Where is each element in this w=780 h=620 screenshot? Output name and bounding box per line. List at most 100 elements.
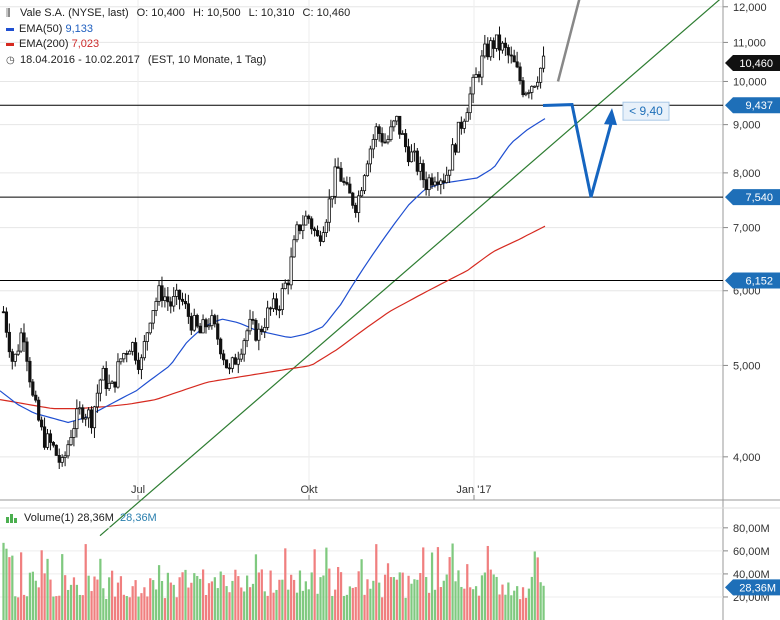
volume-bar: [49, 579, 52, 620]
volume-bar: [489, 569, 492, 620]
volume-bar: [225, 586, 228, 620]
volume-bar: [28, 572, 32, 620]
volume-bar: [460, 586, 463, 620]
volume-bar: [181, 572, 184, 620]
volume-bar: [513, 590, 516, 620]
candle-body: [409, 151, 414, 163]
volume-bar: [251, 583, 255, 620]
volume-bar: [113, 596, 117, 620]
volume-bar: [310, 572, 313, 620]
candle-body: [213, 315, 217, 325]
candle-body: [427, 177, 431, 191]
candle-body: [315, 230, 320, 237]
candle-body: [37, 399, 41, 421]
volume-bar: [199, 578, 202, 620]
volume-bar: [469, 587, 472, 620]
y-tick-label: 9,000: [733, 120, 761, 132]
last-price-label: 10,460: [739, 58, 773, 70]
volume-bar: [34, 580, 37, 620]
candle-body: [139, 357, 144, 370]
candle-body: [403, 133, 408, 148]
candle-body: [333, 166, 337, 197]
volume-bar: [354, 587, 357, 620]
candle-body: [19, 332, 23, 352]
candle-body: [324, 221, 328, 233]
volume-bar: [357, 571, 360, 620]
candle-body: [342, 180, 346, 183]
volume-bar: [430, 552, 434, 620]
candle-body: [119, 358, 123, 363]
candle-body: [527, 92, 531, 94]
volume-bar: [163, 598, 167, 620]
candle-body: [69, 437, 73, 446]
volume-bar: [99, 558, 102, 620]
volume-bar: [105, 598, 108, 620]
candle-body: [357, 195, 361, 213]
volume-bar: [410, 583, 413, 620]
ema50-label: EMA(50): [19, 22, 63, 35]
volume-bar: [510, 595, 513, 620]
candle-body: [163, 296, 167, 301]
ema200-line: [0, 225, 546, 410]
candle-body: [321, 232, 325, 242]
candle-body: [216, 323, 220, 340]
y-tick-label: 7,000: [733, 223, 761, 235]
volume-bar: [433, 589, 437, 620]
volume-bar: [501, 584, 504, 620]
candle-body: [248, 318, 252, 332]
candle-body: [445, 174, 449, 183]
volume-bar: [128, 597, 131, 620]
volume-bar: [216, 588, 219, 620]
candle-body: [192, 315, 196, 331]
volume-bar: [152, 580, 155, 620]
candle-body: [480, 55, 484, 78]
y-tick-label: 8,000: [733, 168, 761, 180]
volume-bar: [87, 575, 90, 620]
volume-bar: [58, 595, 61, 620]
volume-bar: [196, 575, 199, 620]
volume-bar: [278, 579, 281, 620]
annotation-label: < 9,40: [629, 104, 663, 118]
volume-bar: [483, 572, 486, 620]
candle-body: [383, 141, 387, 144]
volume-icon: [6, 513, 20, 523]
volume-bar: [516, 586, 519, 620]
candle-body: [345, 182, 349, 185]
volume-bar: [210, 581, 214, 620]
candle-body: [359, 190, 364, 197]
candle-body: [374, 126, 378, 140]
volume-bar: [193, 573, 196, 620]
candle-body: [233, 357, 237, 365]
candle-body: [398, 115, 402, 135]
candle-body: [512, 55, 516, 63]
volume-bar: [31, 571, 34, 620]
candle-body: [497, 34, 502, 51]
volume-bar: [325, 547, 328, 620]
candle-body: [245, 330, 249, 342]
candle-body: [242, 340, 246, 355]
candle-body: [31, 381, 35, 396]
volume-bar: [116, 582, 120, 620]
candle-body: [10, 351, 14, 362]
volume-legend: Volume(1) 28,36M 28,36M: [6, 512, 157, 524]
volume-bar: [451, 543, 454, 620]
level-price-label: 6,152: [745, 275, 773, 287]
candle-body: [474, 74, 478, 78]
volume-bar: [295, 592, 299, 620]
candle-body: [283, 282, 287, 290]
candle-body: [330, 195, 334, 200]
candle-body: [494, 34, 499, 49]
volume-bar: [337, 567, 340, 620]
candle-body: [172, 296, 176, 307]
projection-line-gray: [556, 0, 581, 82]
volume-tick-label: 40,00M: [733, 569, 770, 581]
volume-bar: [187, 587, 190, 620]
volume-bar: [240, 587, 243, 620]
candle-body: [151, 310, 155, 324]
candle-body: [418, 163, 422, 172]
volume-bar: [448, 557, 451, 620]
candle-body: [204, 319, 208, 328]
level-price-label: 9,437: [745, 100, 773, 112]
volume-bar: [466, 564, 469, 620]
volume-last-label: 28,36M: [739, 582, 776, 594]
